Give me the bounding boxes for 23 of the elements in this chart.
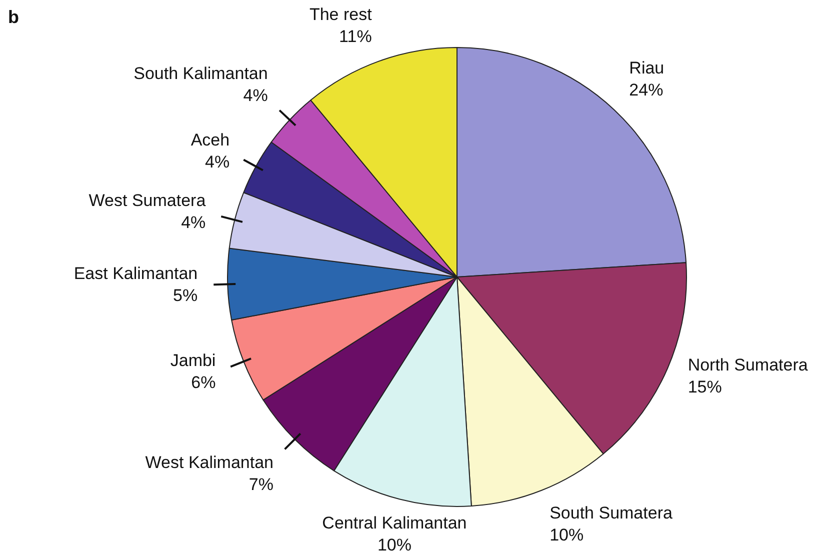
slice-label: West Kalimantan [145, 453, 274, 472]
data-label: 15% [688, 378, 722, 397]
data-label: 4% [181, 213, 206, 232]
data-label: 6% [191, 373, 216, 392]
data-label: 10% [550, 526, 584, 545]
slice-label: West Sumatera [88, 191, 206, 210]
data-label: 7% [248, 475, 274, 494]
slice-label: Riau [629, 58, 664, 78]
slice-label: The rest [309, 5, 372, 24]
slice-label: Aceh [190, 130, 230, 150]
slice-label: Central Kalimantan [322, 513, 467, 532]
data-label: 10% [377, 535, 412, 554]
slice-label: Jambi [170, 351, 216, 370]
data-label: 24% [629, 80, 664, 100]
slice-label: North Sumatera [688, 356, 808, 375]
slice-label: East Kalimantan [74, 264, 198, 283]
data-label: 4% [205, 152, 230, 172]
data-label: 11% [339, 27, 372, 46]
chart-title: b [8, 6, 19, 27]
data-label: 4% [243, 86, 268, 106]
slice-label: South Kalimantan [134, 64, 268, 84]
data-label: 5% [173, 286, 198, 305]
slice-label: South Sumatera [550, 504, 673, 523]
